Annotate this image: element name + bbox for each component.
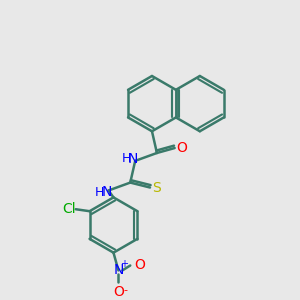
Text: O: O bbox=[135, 259, 146, 272]
Text: +: + bbox=[120, 260, 128, 269]
Text: S: S bbox=[152, 181, 161, 194]
Text: N: N bbox=[113, 263, 124, 278]
Text: N: N bbox=[101, 185, 112, 200]
Text: N: N bbox=[128, 152, 138, 166]
Text: O: O bbox=[113, 285, 124, 299]
Text: O: O bbox=[176, 141, 187, 155]
Text: Cl: Cl bbox=[62, 202, 76, 216]
Text: -: - bbox=[123, 285, 127, 295]
Text: H: H bbox=[122, 152, 131, 165]
Text: H: H bbox=[95, 186, 104, 199]
